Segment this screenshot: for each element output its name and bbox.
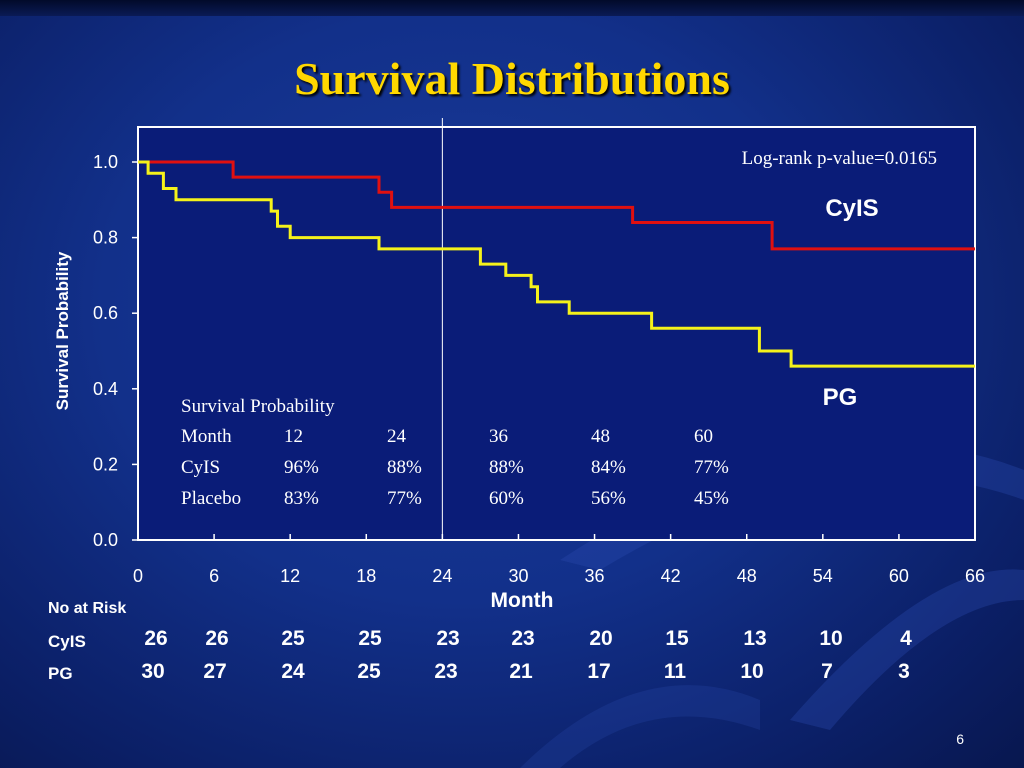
risk-label-pg: PG (48, 664, 73, 683)
x-axis-label: Month (491, 589, 554, 612)
x-tick-label: 60 (889, 566, 909, 586)
y-axis-label: Survival Probability (53, 251, 72, 410)
risk-count: 23 (434, 660, 458, 683)
table-cell: 96% (284, 457, 319, 478)
slide-title: Survival Distributions (294, 53, 730, 104)
risk-count: 21 (509, 660, 533, 683)
y-tick-label: 0.2 (93, 454, 118, 474)
risk-count: 25 (358, 627, 382, 650)
risk-label-cyis: CyIS (48, 632, 86, 651)
risk-count: 25 (357, 660, 381, 683)
table-cell: 45% (694, 488, 729, 509)
table-cell: 84% (591, 457, 626, 478)
table-cell: 12 (284, 426, 303, 447)
risk-count: 10 (740, 660, 764, 683)
plot-area (137, 126, 976, 541)
y-tick-label: 0.6 (93, 303, 118, 323)
table-cell: 48 (591, 426, 610, 447)
table-cell: 77% (387, 488, 422, 509)
y-tick-label: 0.0 (93, 530, 118, 550)
risk-count: 13 (743, 627, 767, 650)
table-cell: Placebo (181, 488, 241, 509)
table-title: Survival Probability (181, 396, 335, 417)
table-cell: 88% (387, 457, 422, 478)
y-tick-label: 0.8 (93, 228, 118, 248)
table-cell: 36 (489, 426, 508, 447)
risk-count: 15 (665, 627, 689, 650)
x-tick-label: 6 (209, 566, 219, 586)
plot-frame-group (137, 118, 976, 541)
legend-pg: PG (823, 384, 858, 411)
x-tick-label: 24 (432, 566, 452, 586)
risk-header: No at Risk (48, 600, 127, 617)
table-cell: 24 (387, 426, 407, 447)
page-number: 6 (956, 731, 964, 747)
table-cell: 56% (591, 488, 626, 509)
table-cell: 88% (489, 457, 524, 478)
x-tick-label: 54 (813, 566, 833, 586)
risk-count: 26 (144, 627, 168, 650)
risk-count: 3 (898, 660, 910, 683)
series-lines (138, 160, 975, 368)
risk-count: 11 (663, 660, 687, 683)
risk-count: 23 (511, 627, 535, 650)
legend-cyis: CyIS (825, 195, 878, 222)
x-tick-label: 12 (280, 566, 300, 586)
risk-count: 17 (587, 660, 611, 683)
risk-count: 10 (819, 627, 843, 650)
table-cell: 83% (284, 488, 319, 509)
series-line-cyis (138, 160, 975, 251)
table-cell: 77% (694, 457, 729, 478)
top-band (0, 0, 1024, 16)
series-line-pg (138, 160, 975, 368)
x-tick-label: 30 (508, 566, 528, 586)
risk-count: 30 (141, 660, 165, 683)
axis-ticks: 0 6 12 18 24 30 36 42 48 54 60 66 0.0 0.2 0.4 0.6 0.8 1.0 (93, 152, 985, 586)
table-cell: CyIS (181, 457, 220, 478)
x-tick-label: 0 (133, 566, 143, 586)
table-cell: 60 (694, 426, 713, 447)
risk-count: 7 (821, 660, 833, 683)
x-tick-label: 36 (585, 566, 605, 586)
x-tick-label: 48 (737, 566, 757, 586)
risk-count: 25 (281, 627, 305, 650)
x-tick-label: 42 (661, 566, 681, 586)
risk-count: 27 (203, 660, 227, 683)
risk-count: 23 (436, 627, 460, 650)
y-tick-label: 0.4 (93, 379, 118, 399)
log-rank-annotation: Log-rank p-value=0.0165 (742, 148, 937, 169)
table-cell: Month (181, 426, 232, 447)
x-tick-label: 66 (965, 566, 985, 586)
survival-table: Month 12 24 36 48 60 CyIS 96% 88% 88% 84% 77% Placeb… (181, 426, 729, 509)
y-tick-label: 1.0 (93, 152, 118, 172)
risk-count: 26 (205, 627, 229, 650)
risk-count: 4 (900, 627, 912, 650)
risk-count: 20 (589, 627, 613, 650)
table-cell: 60% (489, 488, 524, 509)
risk-count: 24 (281, 660, 305, 683)
x-tick-label: 18 (356, 566, 376, 586)
